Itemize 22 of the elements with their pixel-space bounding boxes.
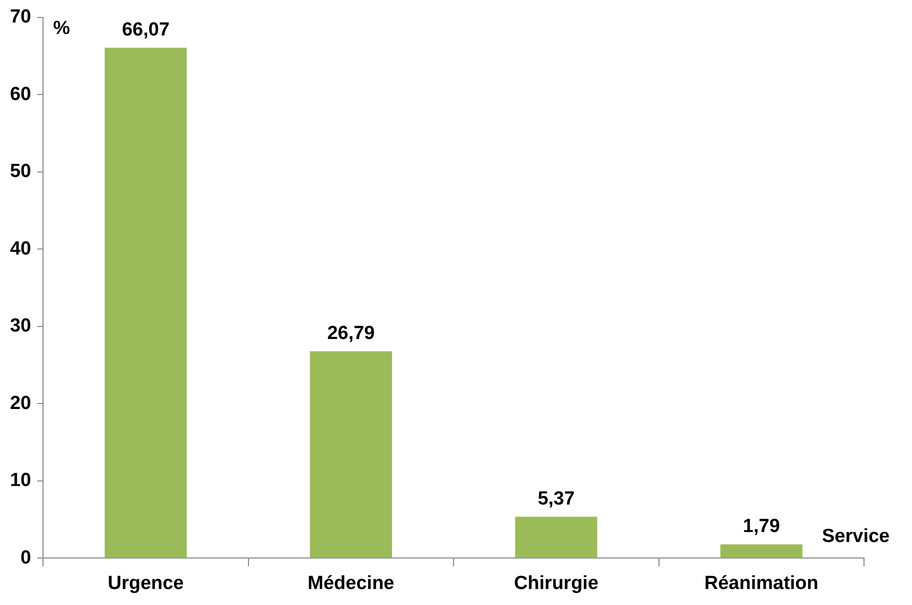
bar — [104, 48, 187, 558]
y-tick-label: 40 — [10, 238, 32, 260]
y-axis-title: % — [53, 18, 70, 40]
y-tick-label: 50 — [10, 161, 32, 182]
bar — [515, 516, 598, 558]
x-tick-label: Réanimation — [704, 572, 818, 594]
y-tick-label: 70 — [10, 6, 32, 28]
y-tick-label: 20 — [10, 392, 32, 414]
bar — [720, 544, 802, 558]
y-tick-label: 10 — [10, 470, 32, 492]
data-label: 66,07 — [122, 19, 170, 40]
y-tick-label: 0 — [20, 547, 32, 568]
y-tick-label: 60 — [10, 84, 32, 105]
x-tick-label: Chirurgie — [514, 572, 598, 594]
bar — [310, 351, 392, 558]
x-tick-label: Médecine — [308, 572, 394, 594]
data-label: 1,79 — [742, 516, 780, 538]
data-label: 5,37 — [538, 488, 575, 510]
x-tick-label: Urgence — [108, 572, 184, 594]
data-label: 26,79 — [327, 322, 375, 344]
y-tick-label: 30 — [10, 316, 32, 337]
x-axis-title: Service — [822, 526, 890, 547]
